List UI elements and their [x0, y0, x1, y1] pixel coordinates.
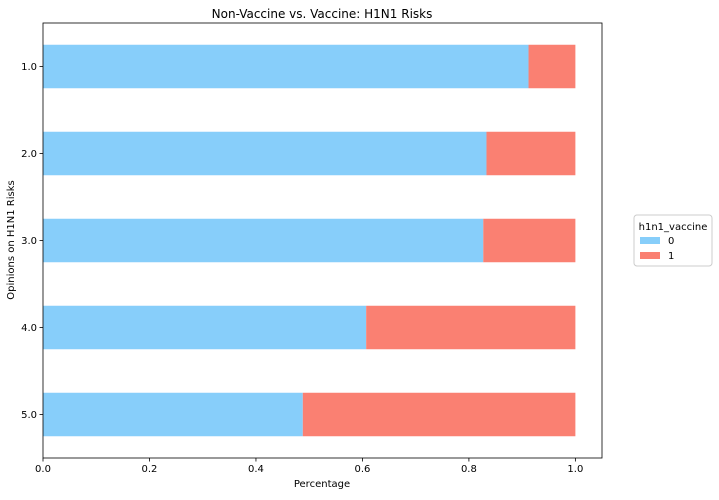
bar-series-0-category-3 — [43, 305, 367, 350]
x-tick-label-5: 1.0 — [567, 464, 583, 475]
y-tick-label-4: 5.0 — [21, 410, 37, 421]
bar-series-1-category-1 — [486, 131, 576, 176]
y-tick-label-0: 1.0 — [21, 62, 37, 73]
bar-series-0-category-1 — [43, 131, 487, 176]
x-axis-label: Percentage — [294, 479, 350, 490]
x-tick-label-4: 0.8 — [461, 464, 477, 475]
legend: h1n1_vaccine 0 1 — [633, 214, 713, 267]
y-axis-label: Opinions on H1N1 Risks — [6, 180, 17, 299]
x-tick-label-2: 0.4 — [248, 464, 264, 475]
bar-series-1-category-4 — [302, 392, 576, 437]
legend-label-series-0: 0 — [668, 236, 674, 247]
legend-swatch-series-0 — [640, 237, 660, 244]
legend-label-series-1: 1 — [668, 251, 674, 262]
plot-area: 1.0 2.0 3.0 4.0 5.0 0.0 0.2 0.4 0.6 0.8 1.0 — [21, 22, 603, 475]
x-tick-label-3: 0.6 — [354, 464, 370, 475]
bar-series-0-category-2 — [43, 218, 484, 263]
bar-series-1-category-0 — [528, 44, 576, 89]
bar-series-1-category-2 — [483, 218, 576, 263]
bar-series-1-category-3 — [366, 305, 576, 350]
x-tick-label-1: 0.2 — [142, 464, 158, 475]
y-tick-label-2: 3.0 — [21, 236, 37, 247]
bar-series-0-category-4 — [43, 392, 303, 437]
legend-swatch-series-1 — [640, 252, 660, 259]
legend-title: h1n1_vaccine — [639, 222, 708, 233]
y-tick-label-1: 2.0 — [21, 149, 37, 160]
chart-title: Non-Vaccine vs. Vaccine: H1N1 Risks — [212, 7, 433, 21]
bar-series-0-category-0 — [43, 44, 529, 89]
y-tick-label-3: 4.0 — [21, 323, 37, 334]
x-tick-label-0: 0.0 — [35, 464, 51, 475]
